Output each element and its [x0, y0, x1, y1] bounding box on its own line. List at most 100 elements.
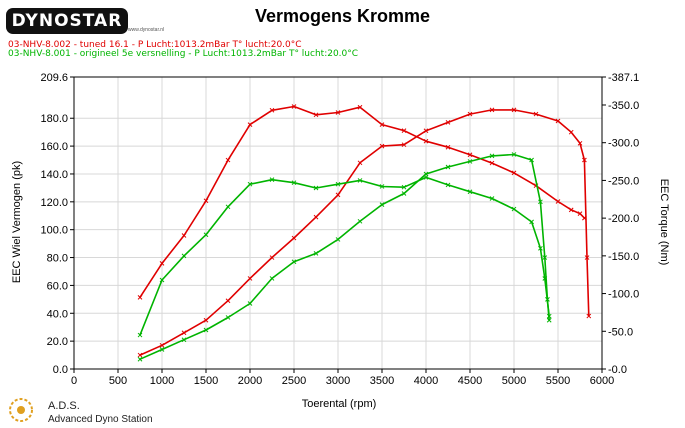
y2-tick-label: -300.0: [608, 138, 639, 150]
series-point: [291, 235, 297, 241]
series-point: [489, 153, 495, 159]
series-point: [203, 317, 209, 323]
x-tick-label: 2500: [282, 375, 306, 387]
footer-subtitle: Advanced Dyno Station: [48, 414, 153, 425]
series-point: [489, 160, 495, 166]
series-point: [568, 207, 574, 213]
y2-axis-label: EEC Torque (Nm): [658, 179, 670, 266]
series-point: [225, 157, 231, 163]
series-point: [538, 245, 543, 251]
y-tick-label: 20.0: [47, 336, 68, 348]
series-point: [159, 261, 165, 266]
y2-tick-label: -0.0: [608, 364, 627, 376]
y-tick-label: 209.6: [40, 72, 68, 84]
series-point: [247, 181, 253, 187]
series-point: [159, 277, 165, 283]
series-point: [582, 157, 587, 163]
y-tick-label: 0.0: [53, 364, 68, 376]
series-point: [269, 276, 275, 281]
series-point: [269, 255, 275, 260]
chart-grid: [73, 76, 603, 370]
series-point: [379, 184, 385, 189]
x-tick-label: 500: [109, 375, 127, 387]
y2-tick-label: -100.0: [608, 289, 639, 301]
x-tick-label: 4000: [414, 375, 438, 387]
series-point: [203, 198, 209, 204]
series-point: [181, 233, 187, 238]
series-point: [203, 327, 209, 333]
series-point: [401, 184, 407, 190]
series-point: [181, 253, 187, 259]
series-point: [159, 342, 165, 348]
y-tick-label: 60.0: [47, 280, 68, 292]
series-point: [357, 160, 363, 166]
series-point: [137, 352, 143, 358]
series-point: [584, 255, 590, 260]
series-point: [423, 128, 429, 134]
series-point: [445, 144, 451, 150]
x-tick-label: 3000: [326, 375, 350, 387]
series-point: [225, 315, 231, 320]
series-point: [489, 107, 495, 113]
series-point: [313, 251, 319, 256]
series-point: [291, 259, 297, 265]
y2-tick-label: -200.0: [608, 213, 639, 225]
series-point: [379, 122, 385, 127]
footer-brand: A.D.S.: [48, 400, 80, 412]
series-point: [247, 122, 253, 127]
series-point: [181, 330, 187, 336]
series-point: [511, 170, 517, 176]
series-point: [582, 215, 587, 221]
series-point: [467, 159, 473, 164]
series-point: [379, 202, 385, 207]
series-point: [568, 129, 574, 135]
series-point: [533, 111, 539, 117]
y-tick-label: 140.0: [40, 169, 68, 181]
series-point: [423, 171, 429, 177]
y-tick-label: 80.0: [47, 253, 68, 265]
series-point: [291, 180, 297, 186]
y2-tick-label: -387.1: [608, 72, 639, 84]
series-point: [313, 185, 319, 191]
series-line-torque-3: [139, 176, 550, 336]
series-point: [225, 298, 231, 304]
series-point: [538, 199, 543, 205]
series-point: [445, 120, 451, 125]
series-point: [379, 143, 385, 149]
series-point: [269, 107, 275, 113]
series-point: [335, 181, 341, 187]
series-point: [357, 178, 363, 183]
series-point: [335, 237, 341, 242]
y2-tick-label: -50.0: [608, 326, 633, 338]
series-point: [467, 152, 473, 158]
series-point: [577, 140, 583, 146]
y-tick-label: 180.0: [40, 113, 68, 125]
series-point: [555, 199, 561, 204]
series-point: [542, 255, 548, 260]
x-tick-label: 1500: [194, 375, 218, 387]
series-point: [511, 107, 517, 113]
x-tick-label: 5500: [546, 375, 570, 387]
y-axis-label: EEC Wiel Vermogen (pk): [11, 161, 23, 283]
series-point: [357, 218, 363, 224]
series-point: [291, 104, 297, 109]
dynostar-logo: DYNOSTAR: [6, 8, 128, 34]
y-tick-label: 100.0: [40, 225, 68, 237]
chart-series: [137, 104, 592, 362]
series-point: [247, 276, 253, 281]
series-point: [313, 214, 319, 220]
series-point: [423, 175, 429, 180]
series-point: [203, 232, 209, 238]
series-point: [401, 191, 407, 196]
x-tick-label: 2000: [238, 375, 262, 387]
chart-title: Vermogens Kromme: [254, 6, 431, 26]
series-point: [313, 112, 319, 118]
legend-run-original: 03-NHV-8.001 - origineel 5e versnelling …: [8, 49, 359, 59]
series-point: [529, 219, 534, 225]
series-point: [137, 356, 143, 362]
y-tick-label: 120.0: [40, 197, 68, 209]
series-point: [181, 337, 187, 343]
series-point: [401, 142, 407, 148]
logo-subtext: www.dynostar.nl: [128, 27, 165, 33]
